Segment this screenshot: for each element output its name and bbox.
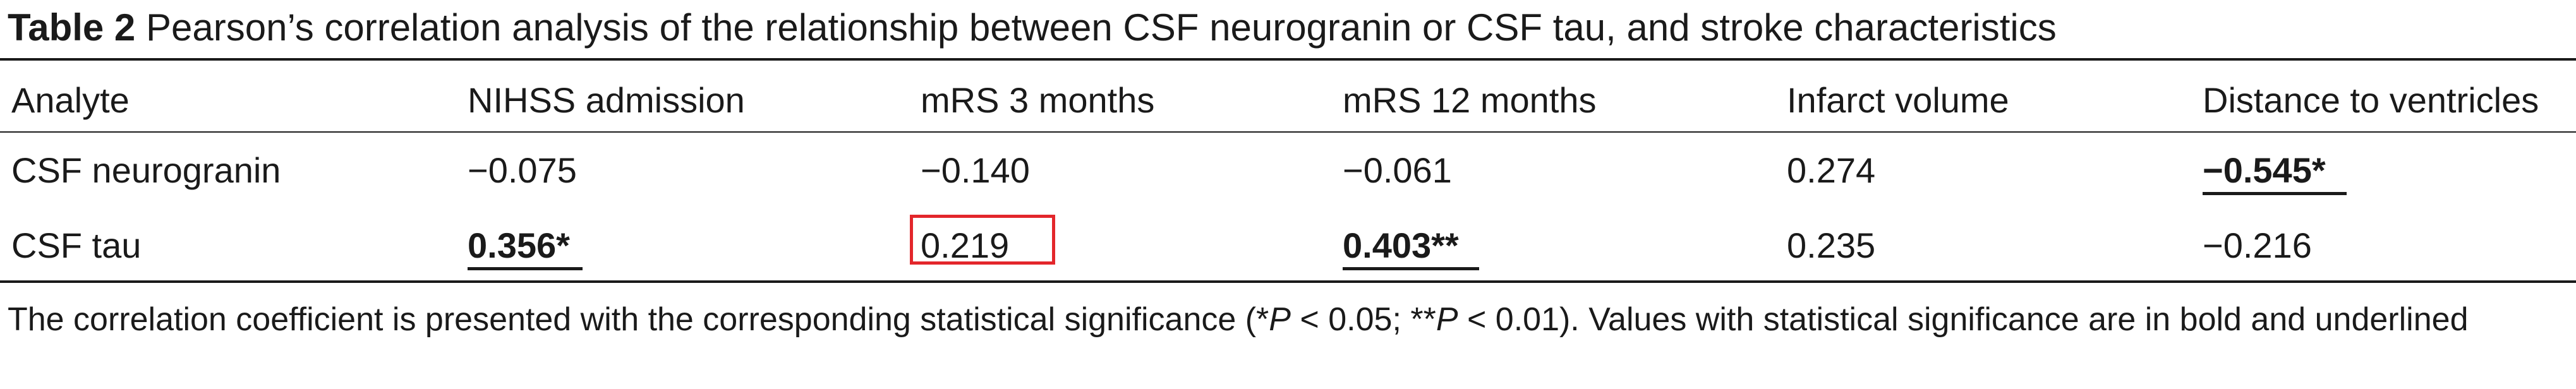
footnote-p-symbol-1: P bbox=[1269, 301, 1291, 338]
highlight-box bbox=[910, 215, 1055, 265]
header-mrs-3-months: mRS 3 months bbox=[921, 80, 1155, 120]
footnote-text-1: The correlation coefficient is presented… bbox=[8, 301, 1269, 338]
significance-underline bbox=[1343, 267, 1479, 270]
table-title: Pearson’s correlation analysis of the re… bbox=[145, 6, 2057, 49]
footnote-text-2: < 0.05; ** bbox=[1290, 301, 1436, 338]
header-infarct-volume: Infarct volume bbox=[1787, 80, 2009, 120]
row-neurogranin-nihss: −0.075 bbox=[468, 150, 577, 190]
bottom-rule bbox=[0, 280, 2576, 283]
table-caption: Table 2 Pearson’s correlation analysis o… bbox=[8, 3, 2057, 53]
header-distance-to-ventricles: Distance to ventricles bbox=[2203, 80, 2539, 120]
row-tau-distance: −0.216 bbox=[2203, 225, 2312, 265]
row-tau-analyte: CSF tau bbox=[11, 225, 142, 265]
table-label: Table 2 bbox=[8, 6, 136, 49]
header-nihss-admission: NIHSS admission bbox=[468, 80, 745, 120]
top-rule bbox=[0, 58, 2576, 61]
row-tau-infarct-volume: 0.235 bbox=[1787, 225, 1876, 265]
row-neurogranin-analyte: CSF neurogranin bbox=[11, 150, 281, 190]
row-tau-mrs3: 0.219 bbox=[921, 225, 1010, 265]
row-neurogranin-mrs12: −0.061 bbox=[1343, 150, 1452, 190]
significance-underline bbox=[468, 267, 583, 270]
row-tau-nihss-significant: 0.356* bbox=[468, 225, 570, 265]
header-analyte: Analyte bbox=[11, 80, 130, 120]
footnote-p-symbol-2: P bbox=[1436, 301, 1458, 338]
footnote-text-3: < 0.01). Values with statistical signifi… bbox=[1458, 301, 2469, 338]
row-neurogranin-distance-significant: −0.545* bbox=[2203, 150, 2326, 190]
row-neurogranin-mrs3: −0.140 bbox=[921, 150, 1030, 190]
header-rule bbox=[0, 131, 2576, 133]
significance-underline bbox=[2203, 192, 2347, 195]
row-tau-mrs12-significant: 0.403** bbox=[1343, 225, 1459, 265]
header-mrs-12-months: mRS 12 months bbox=[1343, 80, 1597, 120]
row-neurogranin-infarct-volume: 0.274 bbox=[1787, 150, 1876, 190]
table-footnote: The correlation coefficient is presented… bbox=[8, 298, 2472, 341]
